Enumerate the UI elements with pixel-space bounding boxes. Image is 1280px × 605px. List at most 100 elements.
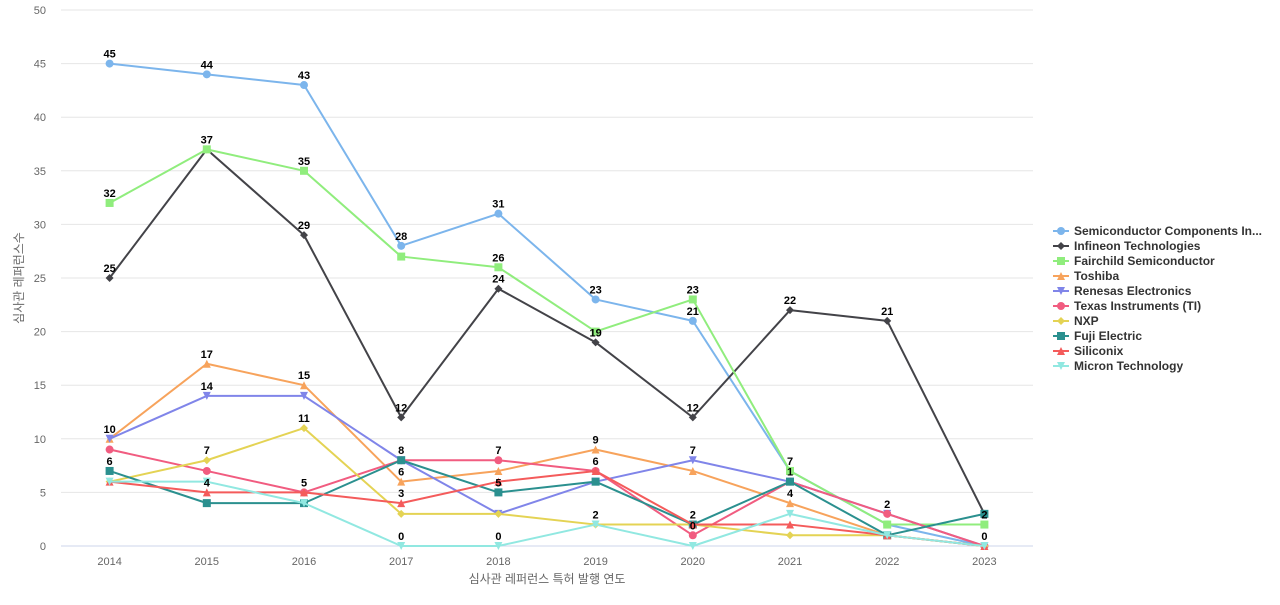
legend-item[interactable]: Micron Technology xyxy=(1053,359,1183,373)
data-point xyxy=(786,499,794,508)
data-point xyxy=(786,520,794,529)
x-tick-label: 2023 xyxy=(972,556,996,568)
data-point xyxy=(494,263,503,272)
data-point xyxy=(397,509,406,518)
data-label: 45 xyxy=(103,49,115,61)
data-label: 19 xyxy=(589,327,601,339)
series-lines xyxy=(105,59,989,550)
legend-item[interactable]: Fuji Electric xyxy=(1053,329,1142,343)
series-line xyxy=(108,148,986,515)
legend-label: Micron Technology xyxy=(1074,359,1183,373)
data-point xyxy=(591,520,600,529)
data-point xyxy=(494,456,503,465)
y-tick-label: 5 xyxy=(40,487,46,499)
data-label: 12 xyxy=(687,402,699,414)
data-label: 0 xyxy=(398,531,404,543)
data-label: 25 xyxy=(103,263,115,275)
data-point xyxy=(494,488,503,497)
data-point xyxy=(591,327,600,336)
y-tick-label: 50 xyxy=(34,5,46,17)
y-axis-ticks: 0 5 10 15 20 25 30 35 40 45 50 xyxy=(34,5,46,553)
data-label: 5 xyxy=(495,477,501,489)
data-point xyxy=(688,542,697,550)
data-label: 3 xyxy=(398,488,404,500)
data-point xyxy=(494,466,503,475)
legend-marker xyxy=(1057,287,1065,295)
data-point xyxy=(202,488,211,497)
legend-item[interactable]: NXP xyxy=(1053,314,1099,328)
data-label: 2 xyxy=(981,510,987,522)
data-point xyxy=(105,434,114,443)
data-label: 7 xyxy=(495,445,501,457)
data-point xyxy=(397,456,406,465)
data-point xyxy=(883,316,892,325)
legend-label: Infineon Technologies xyxy=(1074,239,1201,253)
data-point xyxy=(300,231,308,240)
legend-item[interactable]: Renesas Electronics xyxy=(1053,284,1192,298)
legend-label: Fairchild Semiconductor xyxy=(1074,254,1215,268)
y-tick-label: 15 xyxy=(34,380,46,392)
data-point xyxy=(591,338,600,347)
legend-marker xyxy=(1057,272,1065,280)
data-point xyxy=(202,70,211,79)
data-label: 2 xyxy=(593,510,599,522)
legend-marker xyxy=(1057,257,1065,265)
data-point xyxy=(397,413,406,422)
y-tick-label: 30 xyxy=(34,219,46,231)
data-label: 6 xyxy=(398,467,404,479)
legend-item[interactable]: Texas Instruments (TI) xyxy=(1053,299,1201,313)
data-label: 44 xyxy=(201,59,214,71)
series-line xyxy=(108,427,986,547)
legend-item[interactable]: Infineon Technologies xyxy=(1053,239,1201,253)
data-point xyxy=(494,209,503,218)
data-point xyxy=(105,445,114,454)
data-point xyxy=(300,424,308,433)
data-point xyxy=(202,466,211,475)
data-label: 28 xyxy=(395,231,407,243)
data-point xyxy=(883,509,892,518)
legend-item[interactable]: Fairchild Semiconductor xyxy=(1053,254,1215,268)
data-point xyxy=(202,456,211,465)
data-label: 11 xyxy=(298,413,310,425)
data-point xyxy=(494,284,503,293)
data-label: 7 xyxy=(787,456,793,468)
series-line xyxy=(108,459,986,537)
data-label: 26 xyxy=(492,252,504,264)
y-tick-label: 20 xyxy=(34,327,46,339)
legend: Semiconductor Components In...Infineon T… xyxy=(1053,224,1262,373)
x-tick-label: 2015 xyxy=(195,556,219,568)
series-group xyxy=(105,477,989,550)
legend-marker xyxy=(1057,362,1065,370)
data-point xyxy=(883,531,892,540)
data-point xyxy=(300,166,308,175)
legend-marker xyxy=(1057,347,1065,355)
data-point xyxy=(786,531,794,540)
data-point xyxy=(397,542,406,550)
data-label: 2 xyxy=(690,510,696,522)
legend-item[interactable]: Semiconductor Components In... xyxy=(1053,224,1262,238)
data-point xyxy=(105,198,114,207)
data-label: 29 xyxy=(298,220,310,232)
data-label: 0 xyxy=(495,531,501,543)
data-labels: 4544432831232125372912241912222132352623… xyxy=(103,49,987,543)
x-tick-label: 2017 xyxy=(389,556,413,568)
series-line xyxy=(108,148,986,526)
data-point xyxy=(300,381,308,390)
y-axis-title: 심사관 레퍼런스수 xyxy=(12,232,26,324)
x-tick-label: 2020 xyxy=(681,556,705,568)
series-line xyxy=(108,62,986,547)
data-point xyxy=(202,499,211,508)
x-tick-label: 2016 xyxy=(292,556,316,568)
data-label: 23 xyxy=(589,284,601,296)
data-point xyxy=(105,59,114,68)
data-label: 7 xyxy=(204,445,210,457)
series-line xyxy=(108,362,986,547)
legend-item[interactable]: Siliconix xyxy=(1053,344,1124,358)
data-point xyxy=(591,477,600,486)
legend-item[interactable]: Toshiba xyxy=(1053,269,1119,283)
data-point xyxy=(397,241,406,250)
legend-label: Renesas Electronics xyxy=(1074,284,1192,298)
legend-marker xyxy=(1057,317,1065,325)
data-point xyxy=(591,466,600,475)
data-point xyxy=(494,477,503,486)
